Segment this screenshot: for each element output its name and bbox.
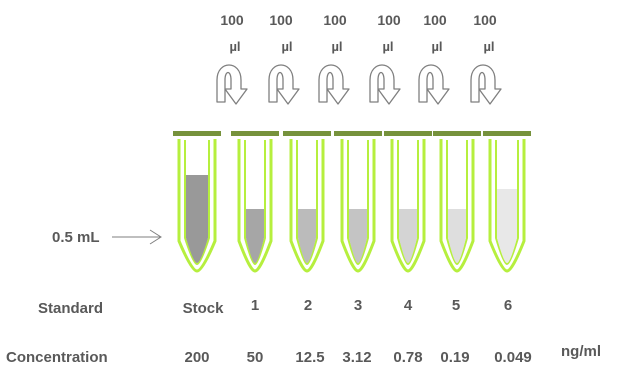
tube-inner-wall <box>397 140 419 266</box>
transfer-unit: µl <box>331 39 342 54</box>
transfer-unit: µl <box>382 39 393 54</box>
tube-inner-wall <box>347 140 369 266</box>
concentration-value-0: 200 <box>184 349 209 366</box>
tube-inner-wall <box>296 140 318 266</box>
concentration-row-label: Concentration <box>6 349 108 366</box>
tube-outline <box>439 139 475 273</box>
concentration-value-3: 3.12 <box>342 349 371 366</box>
tube-row <box>173 131 531 273</box>
tube-cap <box>433 131 481 136</box>
curved-down-arrow-icon <box>470 64 502 105</box>
tube-liquid <box>186 175 208 263</box>
concentration-value-6: 0.049 <box>494 349 532 366</box>
concentration-value-4: 0.78 <box>393 349 422 366</box>
curved-down-arrow-icon <box>318 64 350 105</box>
right-arrow-icon <box>112 229 162 245</box>
transfer-volume: 100 <box>423 12 447 28</box>
concentration-row: Concentration ng/ml 200 50 12.5 3.12 0.78 0.1… <box>6 343 601 366</box>
tube-liquid <box>349 209 367 263</box>
tube-cap <box>283 131 331 136</box>
transfer-2: 100 µl <box>268 12 300 105</box>
tube-label-3: 3 <box>354 297 362 314</box>
transfer-unit: µl <box>281 39 292 54</box>
standard-row: Standard Stock 1 2 3 4 5 6 <box>38 297 512 317</box>
tube-3 <box>283 131 331 273</box>
tube-7 <box>483 131 531 273</box>
tube-label-4: 4 <box>404 297 413 314</box>
tube-6 <box>433 131 481 273</box>
volume-marker-label: 0.5 mL <box>52 229 100 246</box>
tube-4 <box>334 131 382 273</box>
tube-outline <box>289 139 325 273</box>
concentration-value-2: 12.5 <box>295 349 324 366</box>
transfer-volume: 100 <box>220 12 244 28</box>
transfer-unit: µl <box>431 39 442 54</box>
concentration-unit: ng/ml <box>561 343 601 360</box>
tube-cap <box>483 131 531 136</box>
tube-inner-wall <box>244 140 266 266</box>
standard-row-label: Standard <box>38 300 103 317</box>
tube-liquid <box>497 189 517 263</box>
tube-liquid <box>399 209 417 263</box>
tube-liquid <box>246 209 264 263</box>
volume-marker: 0.5 mL <box>52 229 162 246</box>
transfer-row: 100 µl 100 µl 100 µl 100 µl 100 µl 100 µl <box>216 12 502 105</box>
tube-label-6: 6 <box>504 297 512 314</box>
curved-down-arrow-icon <box>268 64 300 105</box>
tube-cap <box>173 131 221 136</box>
transfer-volume: 100 <box>323 12 347 28</box>
tube-outline <box>488 139 526 273</box>
tube-outline <box>340 139 376 273</box>
tube-liquid <box>298 209 316 263</box>
tube-cap <box>334 131 382 136</box>
tube-label-2: 2 <box>304 297 312 314</box>
tube-outline <box>237 139 273 273</box>
transfer-unit: µl <box>229 39 240 54</box>
tube-2 <box>231 131 279 273</box>
tube-cap <box>384 131 432 136</box>
concentration-value-1: 50 <box>247 349 264 366</box>
curved-down-arrow-icon <box>216 64 248 105</box>
transfer-unit: µl <box>483 39 494 54</box>
transfer-volume: 100 <box>473 12 497 28</box>
transfer-volume: 100 <box>269 12 293 28</box>
transfer-5: 100 µl <box>418 12 450 105</box>
tube-cap <box>231 131 279 136</box>
transfer-3: 100 µl <box>318 12 350 105</box>
tube-label-5: 5 <box>452 297 460 314</box>
tube-inner-wall <box>495 140 519 266</box>
transfer-4: 100 µl <box>369 12 401 105</box>
transfer-1: 100 µl <box>216 12 248 105</box>
transfer-volume: 100 <box>377 12 401 28</box>
tube-outline <box>177 139 217 273</box>
tube-label-0: Stock <box>183 300 225 317</box>
tube-5 <box>384 131 432 273</box>
tube-label-1: 1 <box>251 297 259 314</box>
tube-1 <box>173 131 221 273</box>
curved-down-arrow-icon <box>369 64 401 105</box>
tube-liquid <box>448 209 466 263</box>
curved-down-arrow-icon <box>418 64 450 105</box>
concentration-value-5: 0.19 <box>440 349 469 366</box>
transfer-6: 100 µl <box>470 12 502 105</box>
tube-inner-wall <box>446 140 468 266</box>
tube-outline <box>390 139 426 273</box>
tube-inner-wall <box>184 140 210 266</box>
